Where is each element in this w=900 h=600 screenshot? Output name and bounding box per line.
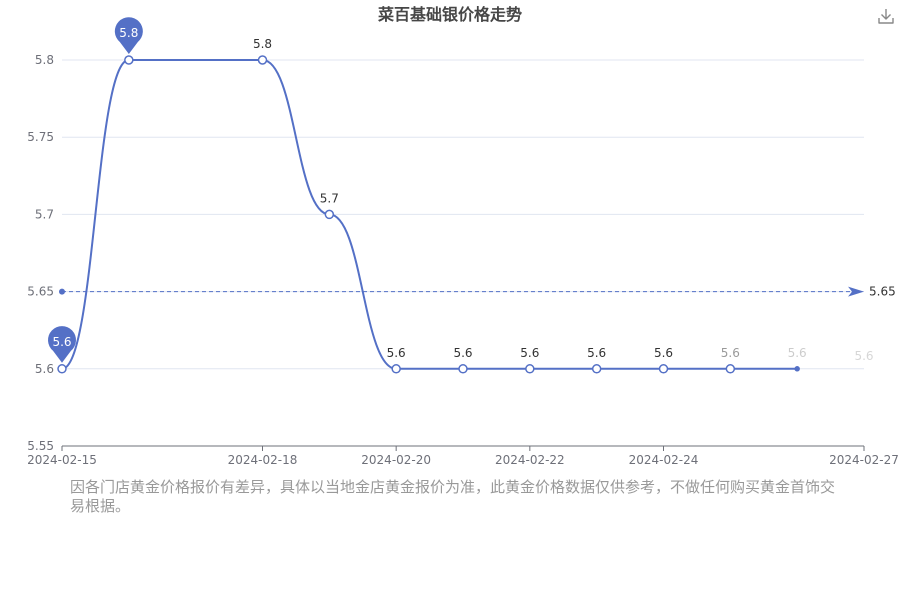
y-tick-label: 5.75 bbox=[27, 130, 54, 144]
x-tick-label: 2024-02-18 bbox=[228, 453, 298, 467]
data-label: 5.6 bbox=[587, 346, 606, 360]
y-tick-label: 5.8 bbox=[35, 53, 54, 67]
pin-shape bbox=[114, 17, 143, 54]
x-tick-label: 2024-02-27 bbox=[829, 453, 899, 467]
data-label: 5.6 bbox=[721, 346, 740, 360]
max-mark-point: 5.8 bbox=[114, 17, 143, 54]
data-labels: 5.8 5.7 5.6 5.6 5.6 5.6 5.6 5.6 5.6 5.6 bbox=[253, 37, 874, 363]
data-point bbox=[591, 364, 602, 374]
pin-label: 5.6 bbox=[52, 335, 71, 349]
data-label: 5.7 bbox=[320, 191, 339, 205]
y-tick-label: 5.6 bbox=[35, 362, 54, 376]
min-mark-point: 5.6 bbox=[48, 326, 77, 363]
x-tick-label: 2024-02-24 bbox=[629, 453, 699, 467]
price-series bbox=[57, 55, 800, 374]
data-label: 5.6 bbox=[520, 346, 539, 360]
pin-label: 5.8 bbox=[119, 26, 138, 40]
x-tick-label: 2024-02-15 bbox=[27, 453, 97, 467]
data-label: 5.6 bbox=[654, 346, 673, 360]
mark-line-label: 5.65 bbox=[869, 285, 896, 299]
data-point bbox=[658, 364, 669, 374]
x-tick-label: 2024-02-22 bbox=[495, 453, 565, 467]
data-point bbox=[257, 55, 268, 65]
data-point bbox=[458, 364, 468, 374]
y-tick-label: 5.7 bbox=[35, 207, 54, 221]
data-point bbox=[324, 209, 335, 220]
data-point bbox=[725, 364, 736, 374]
data-label: 5.6 bbox=[453, 346, 472, 360]
mark-points: 5.8 5.6 bbox=[48, 17, 143, 363]
data-point bbox=[57, 364, 67, 374]
x-tick-label: 2024-02-20 bbox=[361, 453, 431, 467]
pin-shape bbox=[48, 326, 77, 363]
average-mark-line: 5.65 bbox=[59, 285, 896, 299]
data-point bbox=[794, 366, 800, 372]
data-label: 5.8 bbox=[253, 37, 272, 51]
grid-lines bbox=[62, 59, 864, 370]
disclaimer-text: 因各门店黄金价格报价有差异，具体以当地金店黄金报价为准，此黄金价格数据仅供参考，… bbox=[70, 478, 836, 515]
data-label: 5.6 bbox=[387, 346, 406, 360]
mark-line-arrow bbox=[848, 286, 864, 297]
data-point bbox=[391, 364, 401, 374]
chart-title: 菜百基础银价格走势 bbox=[377, 5, 522, 24]
download-icon[interactable] bbox=[876, 6, 896, 26]
data-label-end: 5.6 bbox=[854, 349, 873, 363]
axes: 5.55 5.6 5.65 5.7 5.75 5.8 2024-02-15 2024-02-1… bbox=[27, 53, 899, 467]
data-label: 5.6 bbox=[788, 346, 807, 360]
data-point bbox=[525, 364, 535, 374]
data-point bbox=[124, 55, 134, 65]
y-tick-label: 5.55 bbox=[27, 439, 54, 453]
y-tick-label: 5.65 bbox=[27, 285, 54, 299]
